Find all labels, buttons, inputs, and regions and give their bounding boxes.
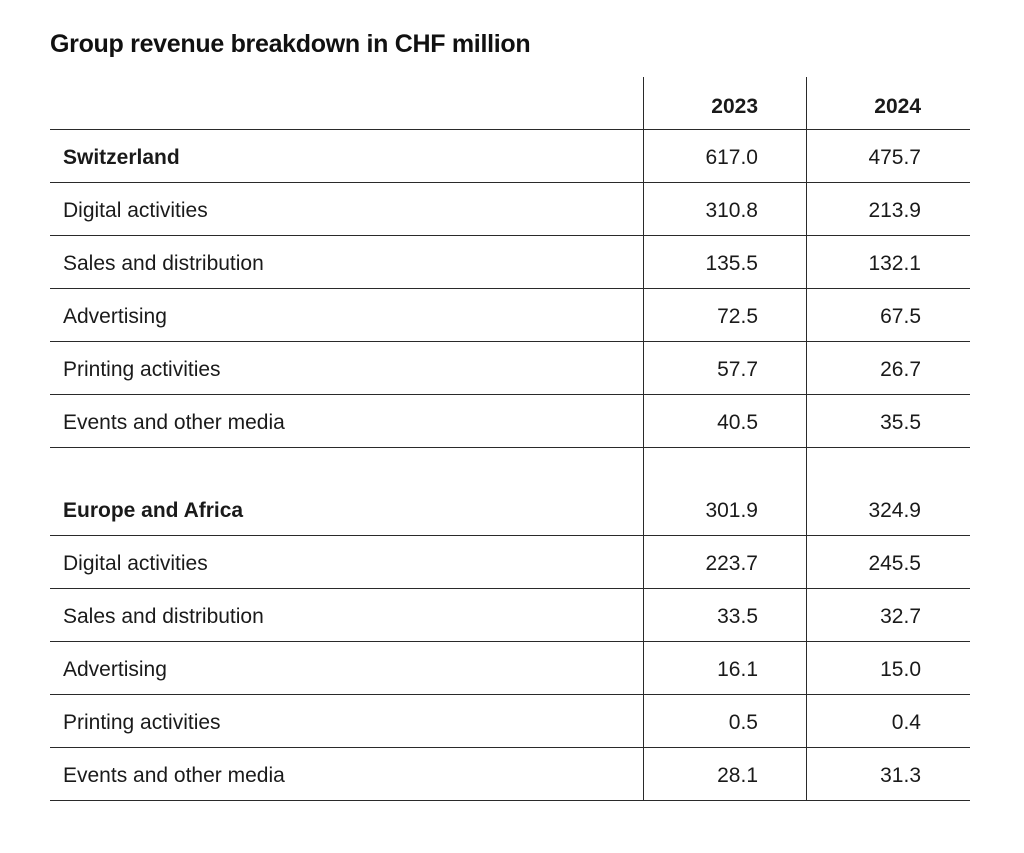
row-label: Digital activities xyxy=(63,552,208,575)
column-divider xyxy=(643,342,644,394)
row-label: Digital activities xyxy=(63,199,208,222)
column-divider xyxy=(806,77,807,129)
value-2024: 32.7 xyxy=(880,605,921,628)
row-label: Events and other media xyxy=(63,411,285,434)
value-2024: 324.9 xyxy=(868,499,921,522)
value-2023: 28.1 xyxy=(717,764,758,787)
row-label: Advertising xyxy=(63,658,167,681)
value-2024: 132.1 xyxy=(868,252,921,275)
value-2023: 617.0 xyxy=(705,146,758,169)
column-divider xyxy=(806,130,807,182)
row-label: Sales and distribution xyxy=(63,252,264,275)
column-divider xyxy=(806,642,807,694)
row-label: Printing activities xyxy=(63,711,221,734)
table-header-row: 2023 2024 xyxy=(50,77,970,130)
column-header-2023: 2023 xyxy=(711,95,758,118)
section-total-row-europe-africa: Europe and Africa 301.9 324.9 xyxy=(50,448,970,536)
column-divider xyxy=(806,536,807,588)
value-2023: 40.5 xyxy=(717,411,758,434)
column-divider xyxy=(643,395,644,447)
row-label: Advertising xyxy=(63,305,167,328)
value-2023: 57.7 xyxy=(717,358,758,381)
value-2024: 245.5 xyxy=(868,552,921,575)
value-2023: 135.5 xyxy=(705,252,758,275)
value-2024: 15.0 xyxy=(880,658,921,681)
column-divider xyxy=(643,448,644,535)
column-divider xyxy=(806,589,807,641)
column-divider xyxy=(643,289,644,341)
value-2023: 33.5 xyxy=(717,605,758,628)
value-2024: 26.7 xyxy=(880,358,921,381)
table-row: Advertising 16.1 15.0 xyxy=(50,642,970,695)
column-divider xyxy=(643,77,644,129)
table-row: Digital activities 310.8 213.9 xyxy=(50,183,970,236)
column-divider xyxy=(643,183,644,235)
column-header-2024: 2024 xyxy=(874,95,921,118)
column-divider xyxy=(643,130,644,182)
table-title: Group revenue breakdown in CHF million xyxy=(50,30,531,58)
column-divider xyxy=(643,748,644,800)
table-row: Events and other media 28.1 31.3 xyxy=(50,748,970,801)
column-divider xyxy=(643,536,644,588)
column-divider xyxy=(643,236,644,288)
column-divider xyxy=(806,289,807,341)
table-row: Printing activities 57.7 26.7 xyxy=(50,342,970,395)
section-label: Europe and Africa xyxy=(63,499,244,522)
column-divider xyxy=(806,236,807,288)
column-divider xyxy=(806,183,807,235)
column-divider xyxy=(806,342,807,394)
revenue-table: 2023 2024 Switzerland 617.0 475.7 Digita… xyxy=(50,77,970,801)
value-2023: 301.9 xyxy=(705,499,758,522)
value-2023: 72.5 xyxy=(717,305,758,328)
row-label: Events and other media xyxy=(63,764,285,787)
value-2024: 67.5 xyxy=(880,305,921,328)
column-divider xyxy=(643,589,644,641)
table-row: Printing activities 0.5 0.4 xyxy=(50,695,970,748)
value-2023: 223.7 xyxy=(705,552,758,575)
section-total-row-switzerland: Switzerland 617.0 475.7 xyxy=(50,130,970,183)
column-divider xyxy=(806,395,807,447)
column-divider xyxy=(643,695,644,747)
value-2023: 310.8 xyxy=(705,199,758,222)
value-2024: 0.4 xyxy=(891,711,921,734)
value-2024: 475.7 xyxy=(868,146,921,169)
table-row: Digital activities 223.7 245.5 xyxy=(50,536,970,589)
section-label: Switzerland xyxy=(63,146,180,169)
table-row: Events and other media 40.5 35.5 xyxy=(50,395,970,448)
column-divider xyxy=(806,748,807,800)
value-2024: 35.5 xyxy=(880,411,921,434)
value-2024: 31.3 xyxy=(880,764,921,787)
row-label: Printing activities xyxy=(63,358,221,381)
column-divider xyxy=(643,642,644,694)
column-divider xyxy=(806,695,807,747)
row-label: Sales and distribution xyxy=(63,605,264,628)
value-2023: 16.1 xyxy=(717,658,758,681)
column-divider xyxy=(806,448,807,535)
value-2024: 213.9 xyxy=(868,199,921,222)
table-row: Sales and distribution 33.5 32.7 xyxy=(50,589,970,642)
table-row: Advertising 72.5 67.5 xyxy=(50,289,970,342)
value-2023: 0.5 xyxy=(728,711,758,734)
table-row: Sales and distribution 135.5 132.1 xyxy=(50,236,970,289)
